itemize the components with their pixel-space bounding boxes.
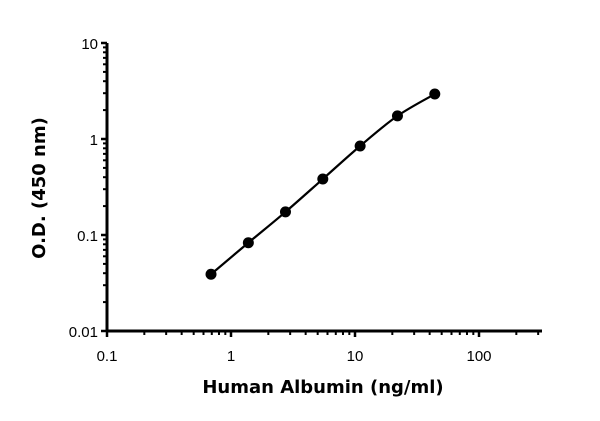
y-axis-title: O.D. (450 nm) [29, 117, 50, 259]
data-point [429, 88, 441, 100]
data-point [279, 206, 291, 218]
x-tick-label: 10 [347, 348, 364, 365]
x-axis-ticks: 0.1 1 10 100 [97, 331, 540, 365]
data-point [205, 268, 217, 280]
y-tick-label: 0.01 [69, 324, 98, 341]
x-tick-label: 1 [227, 348, 235, 365]
plot-area [205, 88, 441, 280]
y-axis-ticks: 0.01 0.1 1 10 [69, 36, 107, 341]
y-tick-label: 1 [90, 132, 98, 149]
x-tick-label: 100 [466, 348, 491, 365]
axes: 0.01 0.1 1 10 0.1 1 10 100 [69, 36, 542, 365]
data-point [317, 173, 329, 185]
y-tick-label: 0.1 [77, 228, 98, 245]
data-point [242, 237, 254, 249]
y-tick-label: 10 [81, 36, 98, 53]
data-point [354, 140, 366, 152]
x-tick-label: 0.1 [97, 348, 118, 365]
data-point [391, 110, 403, 122]
data-points [205, 88, 441, 280]
x-axis-title: Human Albumin (ng/ml) [202, 377, 443, 398]
